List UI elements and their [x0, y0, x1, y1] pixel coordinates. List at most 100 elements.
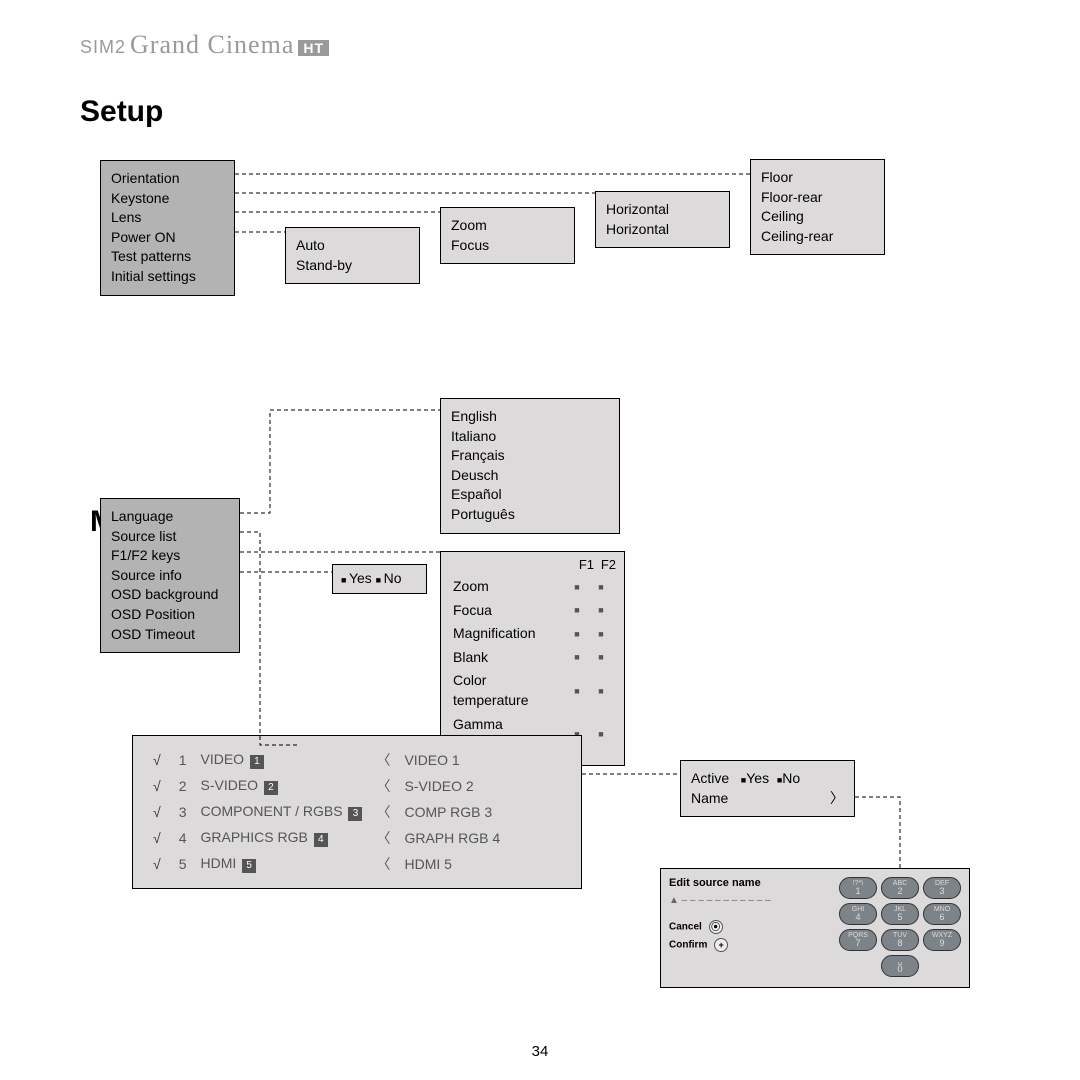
- yesno-box: ■ Yes ■ No: [332, 564, 427, 594]
- menu-item: Language: [111, 507, 229, 527]
- confirm-label: Confirm: [669, 940, 707, 951]
- name-label: Name: [691, 790, 728, 806]
- f1-checkbox[interactable]: ■: [566, 670, 588, 711]
- keystone-box: Horizontal Horizontal: [595, 191, 730, 248]
- setup-item: Orientation: [111, 169, 224, 189]
- source-badge: 2: [264, 781, 278, 795]
- keypad-key[interactable]: PQRS7: [839, 929, 877, 951]
- check-icon: √: [153, 856, 161, 872]
- confirm-row: Confirm +: [669, 938, 829, 952]
- cancel-row: Cancel ⦿: [669, 920, 829, 934]
- source-badge: 4: [314, 833, 328, 847]
- source-number: 5: [173, 852, 193, 876]
- keypad-key[interactable]: GHI4: [839, 903, 877, 925]
- lens-item: Focus: [451, 236, 564, 256]
- no-label: No: [782, 770, 800, 786]
- f1f2-box: F1 F2 Zoom■■Focua■■Magnification■■Blank■…: [440, 551, 625, 766]
- keypad-key[interactable]: DEF3: [923, 877, 961, 899]
- f1-checkbox[interactable]: ■: [566, 647, 588, 669]
- square-icon: ■: [341, 575, 349, 585]
- f2-checkbox[interactable]: ■: [590, 647, 612, 669]
- keypad-key[interactable]: !?*\1: [839, 877, 877, 899]
- f1-checkbox[interactable]: ■: [566, 576, 588, 598]
- brand-script: Grand Cinema: [130, 30, 294, 60]
- keypad-key[interactable]: ␣0: [881, 955, 919, 977]
- f1-header: F1: [579, 556, 594, 574]
- menu-item: F1/F2 keys: [111, 546, 229, 566]
- f1-checkbox[interactable]: ■: [566, 600, 588, 622]
- source-number: 4: [173, 826, 193, 850]
- f2-checkbox[interactable]: ■: [590, 623, 612, 645]
- brand-badge: HT: [298, 40, 329, 56]
- f2-checkbox[interactable]: ■: [590, 714, 612, 755]
- source-alias: VIDEO 1: [398, 748, 506, 772]
- power-item: Auto: [296, 236, 409, 256]
- f2-checkbox[interactable]: ■: [590, 670, 612, 711]
- brand-header: SIM2 Grand Cinema HT: [80, 30, 1000, 60]
- brand-pre: SIM2: [80, 37, 126, 58]
- cancel-button-icon[interactable]: ⦿: [709, 920, 723, 934]
- f1-checkbox[interactable]: ■: [566, 623, 588, 645]
- source-list-box: √1VIDEO 1〈VIDEO 1√2S-VIDEO 2〈S-VIDEO 2√3…: [132, 735, 582, 889]
- source-row: √5HDMI 5〈HDMI 5: [147, 852, 506, 876]
- orientation-item: Ceiling-rear: [761, 227, 874, 247]
- power-item: Stand-by: [296, 256, 409, 276]
- source-name: S-VIDEO 2: [194, 774, 368, 798]
- angle-left-icon: 〈: [376, 828, 390, 848]
- chevron-right-icon: 〉: [830, 789, 844, 809]
- page-number: 34: [0, 1043, 1080, 1060]
- setup-item: Power ON: [111, 228, 224, 248]
- active-name-box: Active ■Yes ■No Name 〉: [680, 760, 855, 817]
- language-item: English: [451, 407, 609, 427]
- check-icon: √: [153, 752, 161, 768]
- edit-placeholder: ▲ – – – – – – – – – – –: [669, 895, 829, 906]
- setup-heading: Setup: [80, 95, 1000, 129]
- check-icon: √: [153, 830, 161, 846]
- yes-label: Yes: [746, 770, 769, 786]
- keystone-item: Horizontal: [606, 220, 719, 240]
- source-alias: GRAPH RGB 4: [398, 826, 506, 850]
- f2-checkbox[interactable]: ■: [590, 600, 612, 622]
- keypad-key[interactable]: TUV8: [881, 929, 919, 951]
- edit-source-box: Edit source name ▲ – – – – – – – – – – –…: [660, 868, 970, 988]
- keypad-key[interactable]: MNO6: [923, 903, 961, 925]
- f1f2-row-label: Focua: [453, 600, 564, 622]
- angle-left-icon: 〈: [376, 750, 390, 770]
- language-item: Italiano: [451, 427, 609, 447]
- keystone-item: Horizontal: [606, 200, 719, 220]
- no-label: No: [384, 570, 402, 586]
- languages-box: English Italiano Français Deusch Español…: [440, 398, 620, 534]
- setup-root-box: Orientation Keystone Lens Power ON Test …: [100, 160, 235, 296]
- power-box: Auto Stand-by: [285, 227, 420, 284]
- menu-item: Source info: [111, 566, 229, 586]
- source-alias: COMP RGB 3: [398, 800, 506, 824]
- f2-checkbox[interactable]: ■: [590, 576, 612, 598]
- orientation-box: Floor Floor-rear Ceiling Ceiling-rear: [750, 159, 885, 255]
- language-item: Français: [451, 446, 609, 466]
- yes-label: Yes: [349, 570, 372, 586]
- source-badge: 5: [242, 859, 256, 873]
- f2-header: F2: [601, 556, 616, 574]
- angle-left-icon: 〈: [376, 854, 390, 874]
- source-row: √4GRAPHICS RGB 4〈GRAPH RGB 4: [147, 826, 506, 850]
- angle-left-icon: 〈: [376, 802, 390, 822]
- source-alias: S-VIDEO 2: [398, 774, 506, 798]
- confirm-button-icon[interactable]: +: [714, 938, 728, 952]
- f1f2-row-label: Color temperature: [453, 670, 564, 711]
- source-number: 1: [173, 748, 193, 772]
- f1f2-row-label: Magnification: [453, 623, 564, 645]
- orientation-item: Ceiling: [761, 207, 874, 227]
- setup-item: Keystone: [111, 189, 224, 209]
- check-icon: √: [153, 804, 161, 820]
- language-item: Português: [451, 505, 609, 525]
- setup-item: Lens: [111, 208, 224, 228]
- edit-title: Edit source name: [669, 877, 829, 889]
- keypad-grid: !?*\1ABC2DEF3 GHI4JKL5MNO6 PQRS7TUV8WXYZ9␣…: [839, 877, 961, 977]
- source-table: √1VIDEO 1〈VIDEO 1√2S-VIDEO 2〈S-VIDEO 2√3…: [145, 746, 508, 878]
- cancel-label: Cancel: [669, 922, 702, 933]
- keypad-key[interactable]: ABC2: [881, 877, 919, 899]
- keypad-key[interactable]: JKL5: [881, 903, 919, 925]
- orientation-item: Floor-rear: [761, 188, 874, 208]
- lens-item: Zoom: [451, 216, 564, 236]
- keypad-key[interactable]: WXYZ9: [923, 929, 961, 951]
